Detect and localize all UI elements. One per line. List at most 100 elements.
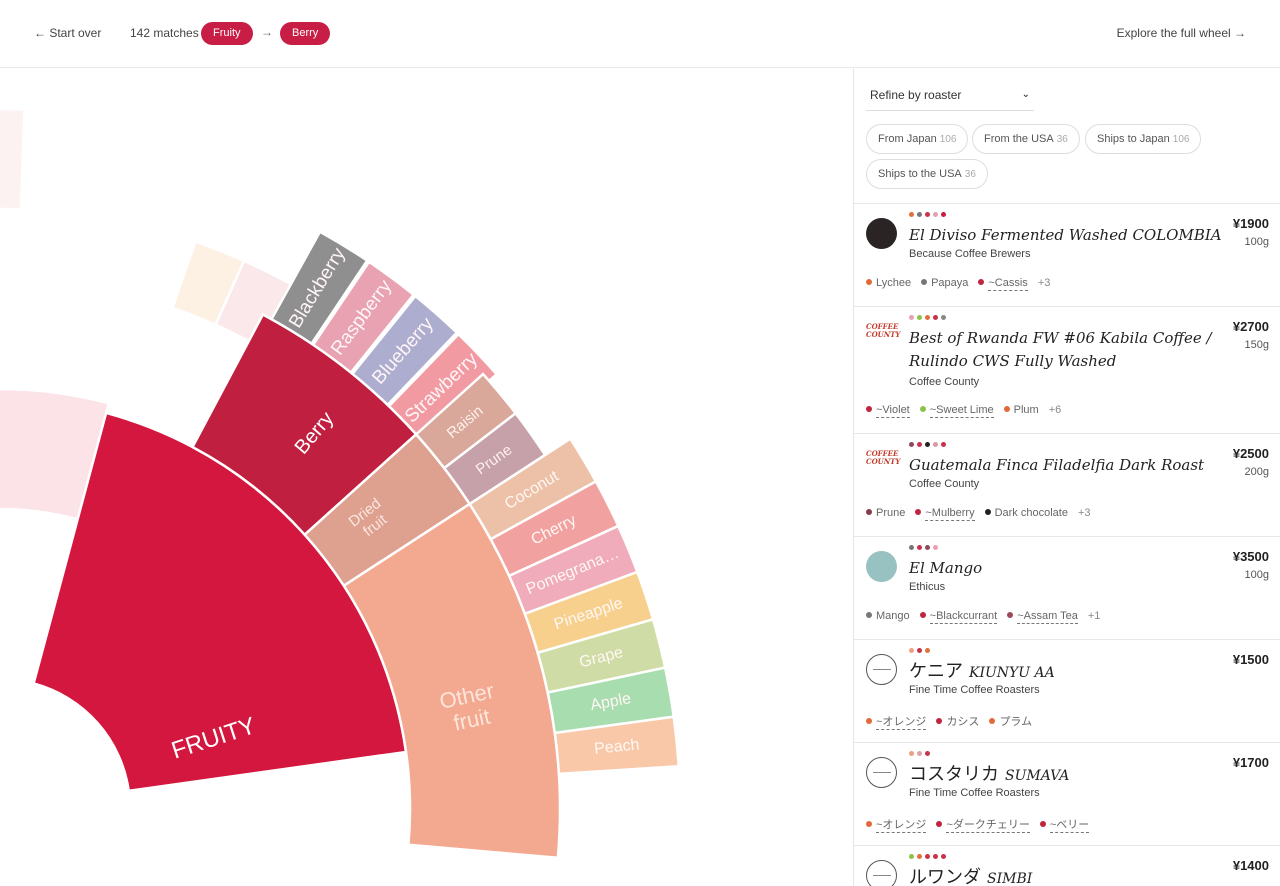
wheel-raspberry[interactable]	[311, 260, 416, 375]
swatch-dot	[933, 545, 938, 550]
tasting-note[interactable]: ~オレンジ	[866, 713, 927, 730]
swatch-dot	[933, 315, 938, 320]
chip-ships-to-japan[interactable]: Ships to Japan 106	[1085, 124, 1202, 154]
roaster-filter-select[interactable]: Refine by roaster ⌄	[866, 83, 1034, 111]
product-title[interactable]: ケニア KIUNYU AA	[909, 660, 1225, 685]
chip-count: 36	[964, 169, 976, 180]
tasting-note[interactable]: Lychee	[866, 277, 911, 289]
wheel-cherry[interactable]	[489, 479, 620, 578]
note-dot	[1007, 612, 1014, 618]
product-title[interactable]: Guatemala Finca Filadelfia Dark Roast	[909, 456, 1205, 474]
product-card[interactable]: COFFEE COUNTY Best of Rwanda FW #06 Kabil…	[854, 306, 1280, 433]
note-dot	[866, 509, 872, 515]
swatch-dot	[917, 545, 922, 550]
wheel-prune[interactable]	[442, 411, 547, 506]
faded-segment[interactable]	[0, 387, 111, 521]
chip-ships-to-usa[interactable]: Ships to the USA 36	[866, 159, 988, 189]
product-card[interactable]: COFFEE COUNTY Guatemala Finca Filadelfia …	[854, 433, 1280, 536]
tasting-note[interactable]: ~Mulberry	[915, 507, 975, 521]
product-card[interactable]: コスタリカ SUMAVA Fine Time Coffee Roasters ¥1…	[854, 742, 1280, 845]
tasting-note[interactable]: カシス	[936, 713, 979, 729]
chip-from-japan[interactable]: From Japan 106	[866, 124, 969, 154]
product-title[interactable]: El Mango	[909, 559, 983, 577]
swatch-dot	[941, 854, 946, 859]
tasting-note[interactable]: ~Assam Tea	[1007, 610, 1078, 624]
swatch-dot	[917, 315, 922, 320]
product-card[interactable]: ケニア KIUNYU AA Fine Time Coffee Roasters ¥…	[854, 639, 1280, 742]
product-weight: 100g	[1244, 569, 1269, 581]
chip-label: Ships to Japan	[1097, 133, 1170, 145]
product-title[interactable]: Best of Rwanda FW #06 Kabila Coffee / Ru…	[909, 329, 1212, 370]
product-card[interactable]: El Mango Ethicus ¥3500 100g Mango ~Blackc…	[854, 536, 1280, 639]
wheel-coconut[interactable]	[467, 436, 598, 541]
product-title[interactable]: ルワンダ SIMBI	[909, 866, 1225, 886]
note-dot	[915, 509, 922, 515]
faded-segment[interactable]	[170, 240, 246, 327]
swatch-dot	[909, 315, 914, 320]
chip-label: From Japan	[878, 133, 937, 145]
product-price: ¥2700	[1232, 319, 1269, 334]
more-notes-count[interactable]: +1	[1087, 610, 1101, 622]
tasting-note[interactable]: ~ダークチェリー	[936, 816, 1030, 833]
chip-from-usa[interactable]: From the USA 36	[972, 124, 1080, 154]
swatch-dot	[933, 212, 938, 217]
note-dot	[989, 718, 996, 724]
product-title[interactable]: El Diviso Fermented Washed COLOMBIA	[909, 226, 1222, 244]
note-label: ~Assam Tea	[1017, 610, 1078, 624]
wheel-label-peach: Peach	[593, 736, 640, 757]
wheel-pineapple[interactable]	[523, 570, 655, 655]
product-card[interactable]: El Diviso Fermented Washed COLOMBIA Beca…	[854, 203, 1280, 306]
tasting-note[interactable]: プラム	[989, 713, 1032, 729]
faded-segment[interactable]	[0, 107, 26, 211]
tasting-notes: ~オレンジ カシス プラム	[866, 713, 1042, 730]
note-dot	[866, 821, 872, 827]
more-notes-count[interactable]: +6	[1048, 404, 1062, 416]
wheel-raisin[interactable]	[414, 372, 518, 470]
note-label: ~Sweet Lime	[929, 404, 994, 418]
tasting-note[interactable]: Dark chocolate	[984, 507, 1068, 519]
wheel-blackberry[interactable]	[269, 230, 369, 346]
tasting-note[interactable]: Papaya	[921, 277, 968, 289]
roaster-name: Fine Time Coffee Roasters	[909, 787, 1040, 799]
product-title[interactable]: コスタリカ SUMAVA	[909, 763, 1225, 788]
swatch-dot	[917, 854, 922, 859]
note-label: ~Mulberry	[925, 507, 975, 521]
tasting-note[interactable]: Mango	[866, 610, 910, 622]
crumb-fruity[interactable]: Fruity	[201, 22, 253, 45]
tasting-note[interactable]: ~オレンジ	[866, 816, 927, 833]
roaster-name: Coffee County	[909, 376, 980, 388]
title-latin: KIUNYU AA	[969, 665, 1055, 681]
roaster-name: Because Coffee Brewers	[909, 248, 1031, 260]
explore-wheel-link[interactable]: Explore the full wheel →	[1116, 26, 1246, 40]
wheel-blueberry[interactable]	[350, 294, 459, 407]
tasting-note[interactable]: ~ベリー	[1039, 816, 1090, 833]
wheel-peach[interactable]	[553, 715, 680, 776]
tasting-note[interactable]: ~Violet	[866, 404, 910, 418]
tasting-note[interactable]: Prune	[866, 507, 905, 519]
more-notes-count[interactable]: +3	[1037, 277, 1051, 289]
product-card[interactable]: ルワンダ SIMBI ¥1400	[854, 845, 1280, 886]
tasting-note[interactable]: ~Sweet Lime	[919, 404, 994, 418]
tasting-note[interactable]: ~Cassis	[978, 277, 1028, 291]
tasting-note[interactable]: Plum	[1003, 404, 1039, 416]
flavor-swatches	[909, 315, 949, 321]
start-over-link[interactable]: ← Start over	[34, 26, 102, 40]
note-dot	[919, 612, 926, 618]
swatch-dot	[925, 648, 930, 653]
tasting-note[interactable]: ~Blackcurrant	[919, 610, 998, 624]
product-weight: 100g	[1244, 236, 1269, 248]
note-label: ~Blackcurrant	[929, 610, 998, 624]
note-label: カシス	[946, 716, 980, 728]
wheel-pomegranate[interactable]	[507, 524, 639, 616]
flavor-swatches	[909, 854, 949, 860]
chip-label: From the USA	[984, 133, 1054, 145]
tasting-notes: ~Violet ~Sweet Lime Plum +6	[866, 404, 1062, 418]
wheel-apple[interactable]	[546, 666, 676, 735]
swatch-dot	[941, 315, 946, 320]
flavor-wheel-svg: FRUITYBerryDriedfruitOtherfruitBlackberr…	[0, 107, 680, 860]
top-bar: ← Start over 142 matches Fruity → Berry …	[0, 0, 1280, 68]
tasting-notes: Mango ~Blackcurrant ~Assam Tea +1	[866, 610, 1101, 624]
swatch-dot	[925, 545, 930, 550]
more-notes-count[interactable]: +3	[1077, 507, 1091, 519]
crumb-berry[interactable]: Berry	[280, 22, 331, 45]
